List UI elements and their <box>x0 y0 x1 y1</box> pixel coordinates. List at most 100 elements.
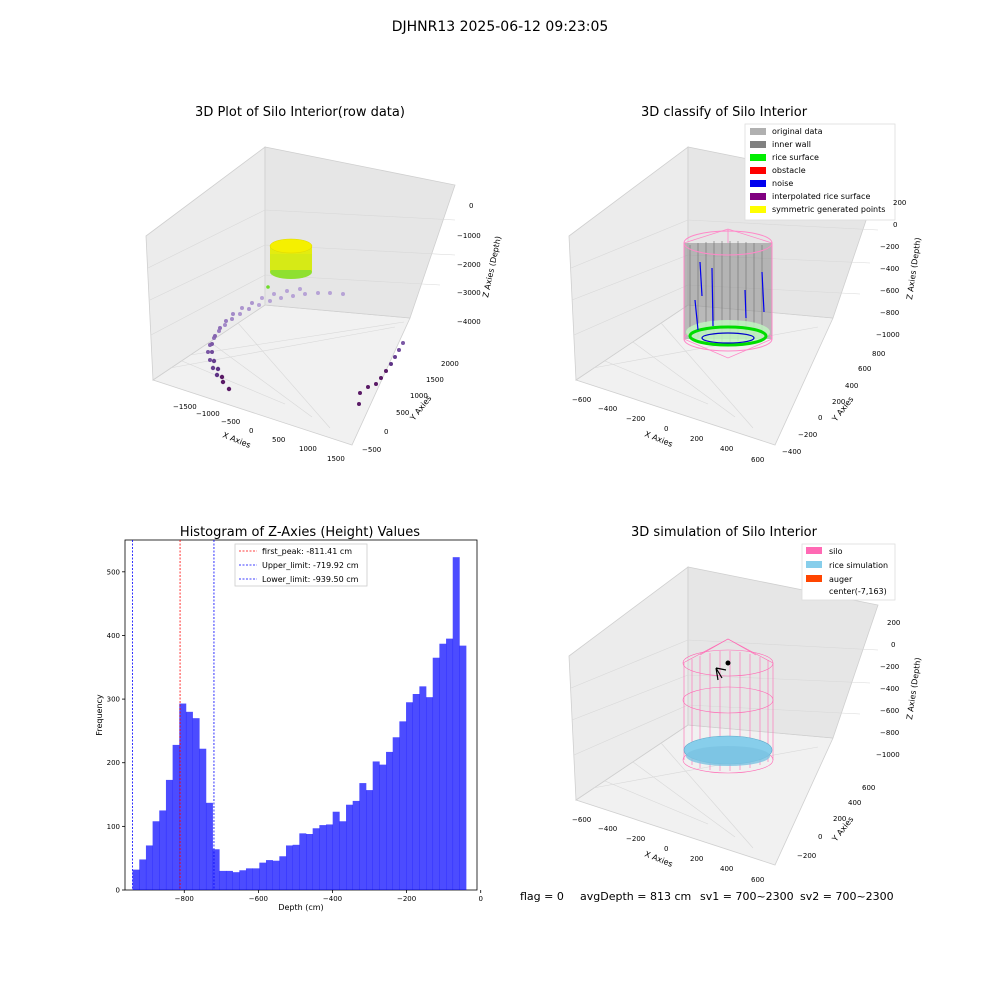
histogram-bars <box>132 557 467 890</box>
legend-label: original data <box>772 127 823 136</box>
histogram-bar <box>406 702 414 890</box>
raw-axes-box <box>145 146 456 446</box>
histogram-bar <box>192 718 200 890</box>
panel-sim-title: 3D simulation of Silo Interior <box>631 525 818 540</box>
tick-label: 200 <box>833 815 846 823</box>
tick-label: −400 <box>782 448 801 456</box>
tick-label: 0 <box>818 833 822 841</box>
histogram-bar <box>245 868 253 890</box>
x-tick-label: −800 <box>175 895 194 903</box>
sim-gridlines <box>570 639 879 849</box>
sim-y-ticks: −200 0 200 400 600 <box>797 784 875 860</box>
histogram-x-ticks: −800 −600 −400 −200 0 <box>175 890 483 903</box>
histogram-y-ticks: 0 100 200 300 400 500 <box>107 568 125 895</box>
classify-x-ticks: −600 −400 −200 0 200 400 600 <box>572 396 764 464</box>
classify-x-axis-label: X Axies <box>643 430 674 449</box>
tick-label: −500 <box>221 418 240 426</box>
tick-label: −200 <box>798 431 817 439</box>
raw-z-ticks: 0 −1000 −2000 −3000 −4000 <box>457 202 481 326</box>
sim-x-ticks: −600 −400 −200 0 200 400 600 <box>572 816 764 884</box>
legend-swatch <box>806 547 822 554</box>
tick-label: 500 <box>396 409 409 417</box>
legend-label: first_peak: -811.41 cm <box>262 547 352 556</box>
tick-label: 1000 <box>410 392 428 400</box>
tick-label: 1500 <box>426 376 444 384</box>
legend-label: obstacle <box>772 166 806 175</box>
tick-label: −1000 <box>876 751 900 759</box>
tick-label: −600 <box>880 287 899 295</box>
status-line: flag = 0 avgDepth = 813 cm sv1 = 700~230… <box>520 890 894 903</box>
tick-label: −200 <box>880 663 899 671</box>
tick-label: −600 <box>880 707 899 715</box>
sim-legend: silo rice simulation auger center(-7,163… <box>801 543 896 601</box>
classify-y-ticks: −400 −200 0 200 400 600 800 <box>782 350 885 456</box>
histogram-bar <box>426 697 434 890</box>
tick-label: −1500 <box>173 403 197 411</box>
y-tick-label: 100 <box>107 823 120 831</box>
legend-swatch <box>806 575 822 582</box>
tick-label: 0 <box>891 641 895 649</box>
tick-label: −400 <box>880 685 899 693</box>
tick-label: 200 <box>690 435 703 443</box>
y-tick-label: 400 <box>107 632 120 640</box>
classify-z-ticks: 200 0 −200 −400 −600 −800 −1000 <box>876 199 906 339</box>
tick-label: 400 <box>720 865 733 873</box>
histogram-bar <box>419 686 427 890</box>
status-sv1: sv1 = 700~2300 <box>700 890 794 903</box>
histogram-bar <box>145 845 153 890</box>
status-sv2: sv2 = 700~2300 <box>800 890 894 903</box>
y-tick-label: 500 <box>107 568 120 576</box>
classify-legend: original data inner wall rice surface ob… <box>744 123 896 221</box>
histogram-bar <box>185 711 193 890</box>
y-tick-label: 300 <box>107 696 120 704</box>
sim-z-ticks: 200 0 −200 −400 −600 −800 −1000 <box>876 619 900 759</box>
histogram-legend: first_peak: -811.41 cm Upper_limit: -719… <box>234 543 368 587</box>
histogram-reference-lines <box>132 540 215 890</box>
tick-label: −4000 <box>457 318 481 326</box>
sim-axes-box <box>568 566 879 866</box>
tick-label: −200 <box>626 835 645 843</box>
histogram-bar <box>392 737 400 890</box>
tick-label: 400 <box>845 382 858 390</box>
histogram-bar <box>439 643 447 890</box>
tick-label: 200 <box>832 398 845 406</box>
histogram-bar <box>232 872 240 890</box>
legend-swatch <box>750 141 766 148</box>
histogram-bar <box>386 751 394 890</box>
histogram-bar <box>359 783 367 890</box>
tick-label: −1000 <box>457 232 481 240</box>
histogram-bar <box>452 557 460 890</box>
histogram-bar <box>372 761 380 890</box>
tick-label: 0 <box>664 425 668 433</box>
x-tick-label: 0 <box>478 895 482 903</box>
legend-swatch <box>750 154 766 161</box>
sim-z-axis-label: Z Axies (Depth) <box>905 657 923 720</box>
histogram-bar <box>159 810 167 890</box>
tick-label: 0 <box>249 427 253 435</box>
tick-label: 600 <box>751 876 764 884</box>
tick-label: −500 <box>362 446 381 454</box>
legend-swatch <box>750 128 766 135</box>
raw-y-ticks: −500 0 500 1000 1500 2000 <box>362 360 459 454</box>
tick-label: 0 <box>893 221 897 229</box>
histogram-bar <box>252 868 260 890</box>
tick-label: −200 <box>626 415 645 423</box>
tick-label: −1000 <box>876 331 900 339</box>
histogram-bar <box>312 828 320 890</box>
histogram-bar <box>239 870 247 890</box>
histogram-bar <box>346 804 353 890</box>
tick-label: 600 <box>862 784 875 792</box>
histogram-title: Histogram of Z-Axies (Height) Values <box>180 525 420 540</box>
histogram-bar <box>152 821 160 890</box>
tick-label: 200 <box>690 855 703 863</box>
classify-z-axis-label: Z Axies (Depth) <box>905 237 923 300</box>
histogram-bar <box>285 845 293 890</box>
x-tick-label: −400 <box>323 895 342 903</box>
histogram-bar <box>379 764 387 890</box>
legend-label: rice simulation <box>829 561 888 570</box>
histogram-bar <box>459 645 467 890</box>
tick-label: 200 <box>887 619 900 627</box>
tick-label: −800 <box>880 729 899 737</box>
histogram-bar <box>212 849 220 890</box>
histogram-bar <box>279 856 287 890</box>
